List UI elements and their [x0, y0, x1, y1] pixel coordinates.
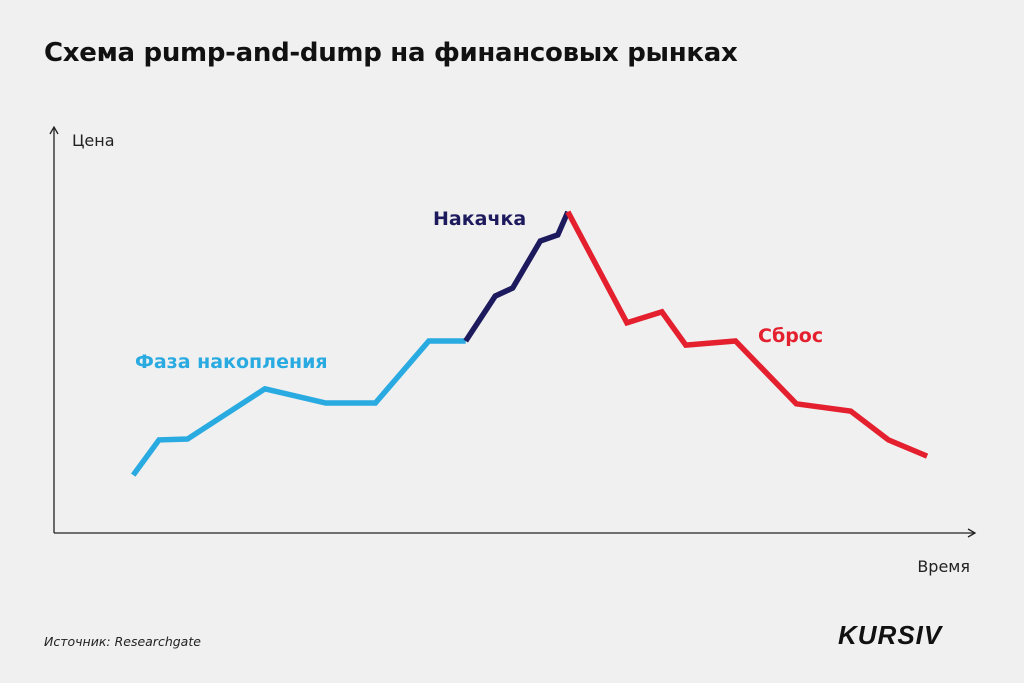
series-label-accumulation: Фаза накопления	[135, 351, 328, 373]
series-label-dump: Сброс	[758, 325, 823, 347]
y-axis-arrow	[49, 125, 59, 135]
series-label-pump: Накачка	[433, 208, 526, 230]
series-line-0	[130, 338, 466, 477]
source-note: Источник: Researchgate	[44, 634, 201, 649]
y-axis-label: Цена	[72, 131, 115, 150]
series-line-2	[565, 210, 929, 459]
page-title: Схема pump-and-dump на финансовых рынках	[44, 38, 738, 68]
series-line-1	[463, 210, 571, 343]
kursiv-logo: KURSIV	[838, 620, 943, 650]
axes: Цена Время	[49, 125, 977, 576]
x-axis-label: Время	[917, 557, 970, 576]
x-axis-arrow	[967, 528, 977, 538]
